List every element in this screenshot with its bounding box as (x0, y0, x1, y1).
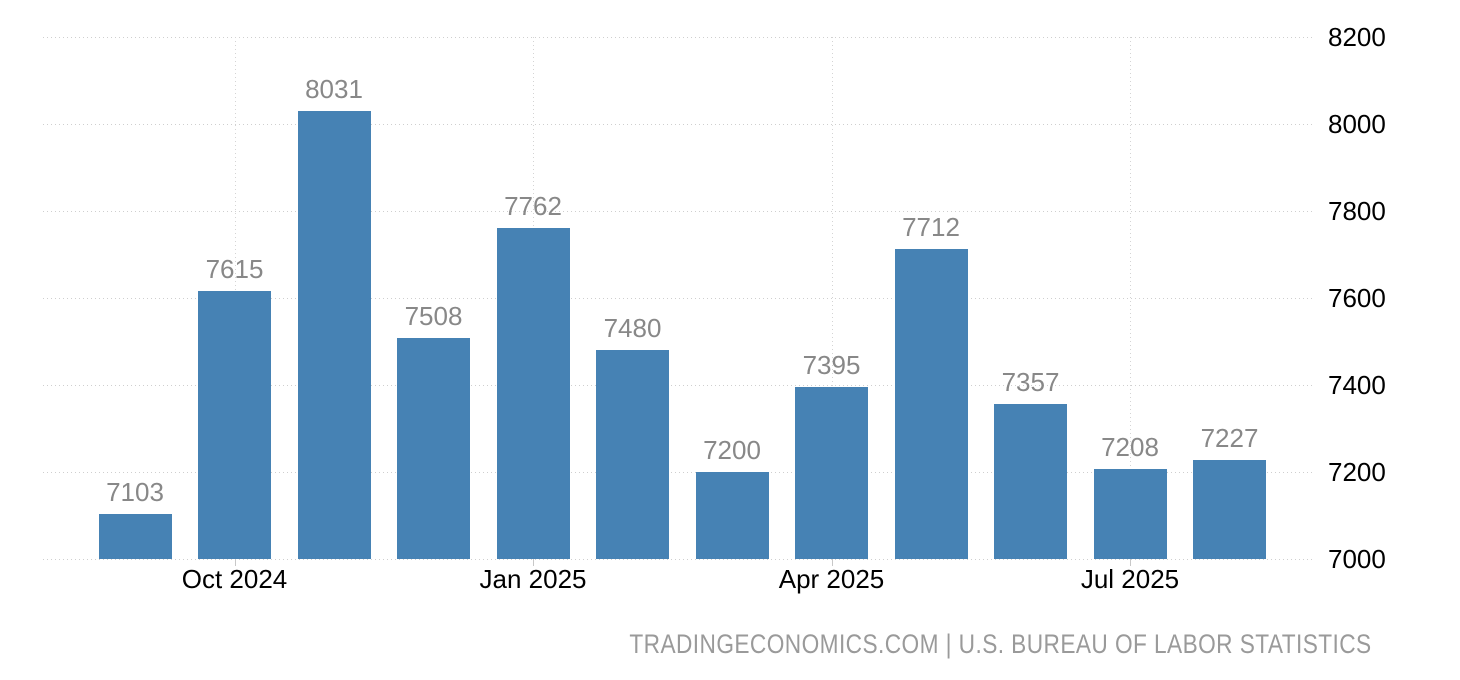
gridline-horizontal (43, 559, 1315, 560)
x-axis-tick-mark (1130, 559, 1131, 566)
x-axis-tick-label: Oct 2024 (181, 564, 288, 594)
x-axis-tick-mark (831, 559, 833, 566)
bar-value-label: 7208 (1101, 431, 1159, 462)
x-axis-tick-label: Apr 2025 (778, 564, 885, 594)
y-axis-tick-label: 7000 (1328, 544, 1386, 574)
bar-value-label: 7615 (205, 254, 264, 285)
bar (795, 387, 868, 559)
gridline-vertical (1130, 37, 1131, 559)
gridline-horizontal (43, 298, 1315, 299)
bar (297, 110, 371, 559)
x-axis-tick-label: Jan 2025 (479, 564, 587, 594)
bar (397, 338, 470, 559)
bar-value-label: 7712 (902, 212, 960, 243)
bar (994, 403, 1067, 559)
x-axis-tick-label: Jul 2025 (1080, 564, 1180, 594)
x-axis-tick-mark (533, 559, 534, 566)
gridline-horizontal (43, 385, 1315, 386)
bar (496, 227, 570, 559)
bar-value-label: 7508 (404, 301, 463, 332)
bar (695, 472, 769, 559)
bar-value-label: 7395 (802, 350, 861, 381)
bar-value-label: 7227 (1200, 423, 1259, 454)
bar-value-label: 7357 (1001, 366, 1060, 397)
bar-value-label: 7200 (703, 435, 761, 465)
gridline-horizontal (43, 124, 1315, 125)
y-axis-tick-label: 7600 (1328, 283, 1386, 313)
y-axis-tick-label: 8000 (1328, 109, 1386, 139)
bar (1193, 460, 1266, 559)
bar (98, 514, 172, 559)
y-axis-tick-label: 7400 (1328, 370, 1386, 400)
bar-value-label: 7103 (106, 477, 164, 508)
gridline-horizontal (43, 472, 1315, 473)
bar (198, 291, 271, 559)
plot-area: 7103 7615 8031 7508 7762 7480 7200 7395 7712 7357… (43, 37, 1315, 560)
bar (894, 249, 968, 559)
y-axis-tick-label: 7800 (1328, 196, 1386, 226)
bar-value-label: 7762 (504, 190, 562, 221)
attribution-text: TRADINGECONOMICS.COM | U.S. BUREAU OF LA… (629, 629, 1372, 659)
gridline-vertical (831, 37, 833, 559)
gridline-horizontal (43, 37, 1315, 38)
bar-value-label: 7480 (603, 313, 662, 344)
bar (1093, 468, 1167, 559)
gridline-horizontal (43, 211, 1315, 212)
y-axis-tick-label: 8200 (1328, 22, 1386, 52)
bar-value-label: 8031 (305, 73, 363, 104)
bar (596, 350, 669, 559)
x-axis-tick-mark (234, 559, 236, 566)
y-axis-tick-label: 7200 (1328, 457, 1386, 487)
